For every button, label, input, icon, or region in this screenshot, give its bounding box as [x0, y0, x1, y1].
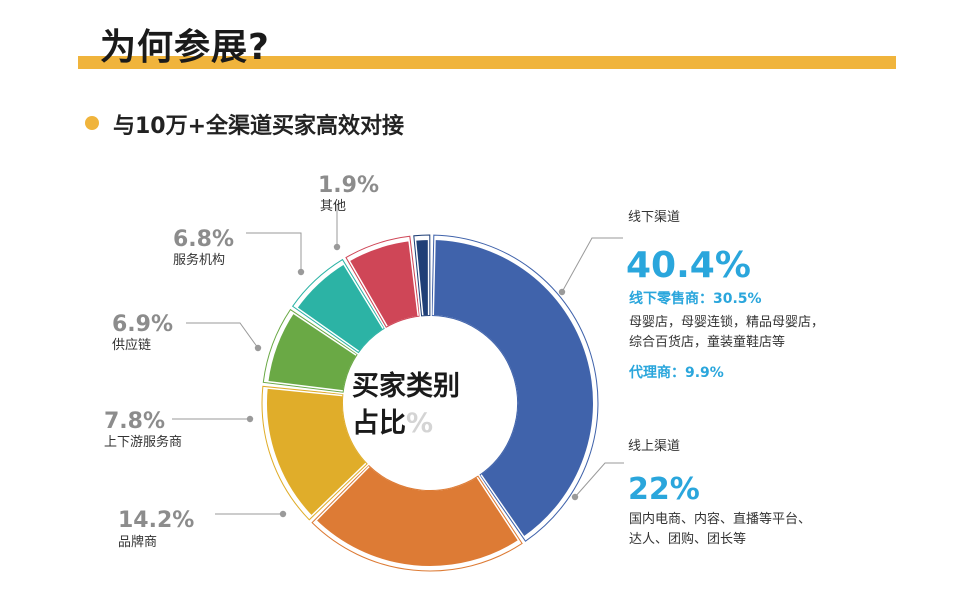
leader-dot-upstream: [246, 415, 254, 423]
leader-dot-offline: [558, 288, 566, 296]
leader-dot-online: [571, 493, 579, 501]
pct-label-upstream: 7.8%: [104, 409, 165, 434]
center-label-line2: 占比%: [352, 408, 433, 439]
offline-retail-desc-1: 母婴店，母婴连锁，精品母婴店，: [629, 314, 824, 330]
donut-slice-outline-0: [431, 234, 599, 542]
pct-label-brand: 14.2%: [118, 508, 194, 533]
center-label-line1: 买家类别: [352, 370, 460, 402]
leader-dots: [246, 243, 579, 518]
online-value: 22%: [628, 472, 700, 507]
leader-line-supply-chain: [186, 322, 259, 349]
page-subtitle: 与10万+全渠道买家高效对接: [113, 114, 405, 139]
offline-retail-desc-2: 综合百货店，童装童鞋店等: [629, 334, 785, 350]
leader-dot-supply-chain: [254, 344, 262, 352]
cat-label-brand: 品牌商: [118, 534, 157, 550]
donut-slice-outline-1: [311, 464, 523, 572]
donut-slices: [261, 234, 599, 572]
donut-slice-0: [429, 235, 597, 542]
donut-slice-outline-5: [345, 235, 421, 328]
offline-agent-label: 代理商：9.9%: [628, 364, 724, 381]
offline-retail-label: 线下零售商：30.5%: [629, 290, 762, 307]
cat-label-other: 其他: [320, 199, 346, 214]
online-heading: 线上渠道: [628, 439, 680, 454]
donut-slice-1: [311, 461, 524, 570]
offline-heading: 线下渠道: [628, 210, 680, 225]
donut-slice-outline-4: [291, 258, 386, 354]
cat-label-upstream: 上下游服务商: [104, 434, 182, 450]
leader-line-online: [574, 462, 624, 498]
offline-value: 40.4%: [626, 245, 751, 286]
online-desc-2: 达人、团购、团长等: [629, 531, 746, 547]
leader-line-service-org: [246, 232, 302, 272]
donut-slice-outline-6: [413, 234, 431, 317]
leader-dot-service-org: [297, 268, 305, 276]
leader-dot-other: [333, 243, 341, 251]
online-desc-1: 国内电商、内容、直播等平台、: [629, 511, 811, 527]
donut-slice-outline-3: [262, 308, 358, 393]
cat-label-supply-chain: 供应链: [112, 337, 151, 353]
donut-slice-outline-2: [261, 385, 368, 521]
pct-label-supply-chain: 6.9%: [112, 312, 173, 337]
leader-lines: [172, 205, 624, 515]
leader-dot-brand: [279, 510, 287, 518]
title-underline-bar: [78, 56, 896, 69]
donut-slice-6: [411, 235, 432, 320]
pct-label-service-org: 6.8%: [173, 227, 234, 252]
page-title: 为何参展?: [100, 27, 270, 68]
pct-label-other: 1.9%: [318, 173, 379, 198]
cat-label-service-org: 服务机构: [173, 252, 225, 268]
leader-line-offline: [561, 237, 623, 293]
bullet-dot-icon: [85, 116, 99, 130]
